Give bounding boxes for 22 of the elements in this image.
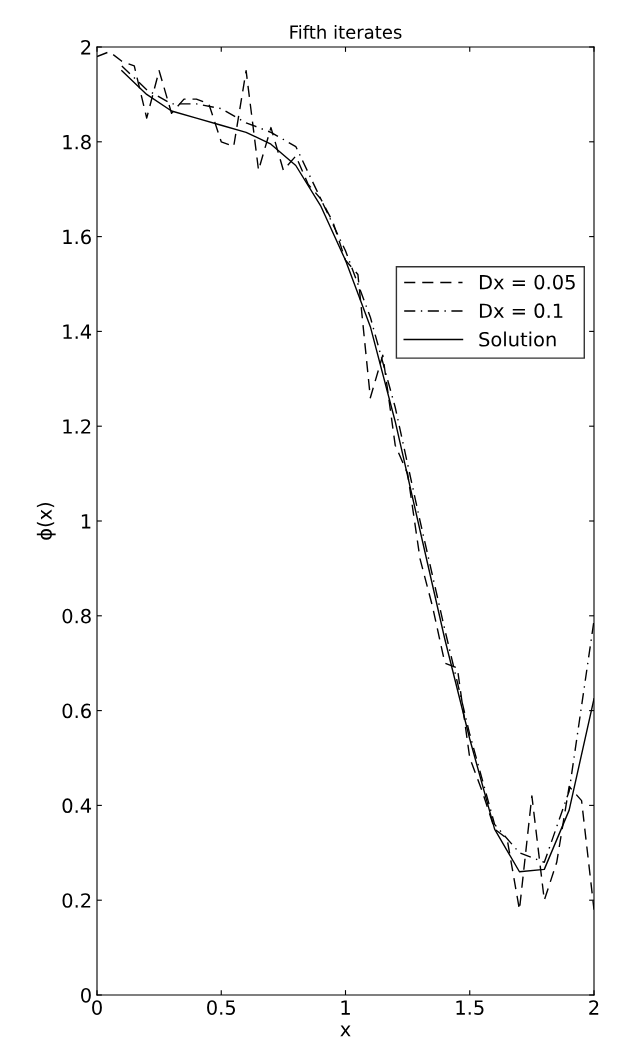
y-tick-label: 0: [81, 987, 91, 1003]
x-tick-label: 1: [341, 1000, 350, 1015]
y-tick-label: 0.6: [62, 703, 91, 719]
y-tick-label: 2: [81, 39, 91, 55]
y-tick-label: 0.2: [62, 893, 91, 908]
legend-label: Solution: [479, 331, 556, 347]
x-tick-label: 2: [589, 1000, 599, 1015]
y-tick-label: 0.8: [62, 608, 91, 624]
x-tick-label: 0: [92, 1000, 102, 1015]
y-tick-label: 1.8: [63, 134, 91, 150]
x-axis-title: x: [340, 1025, 351, 1037]
y-tick-label: 1.4: [63, 324, 92, 339]
x-tick-label: 0.5: [207, 1000, 236, 1015]
y-tick-label: 1: [81, 514, 91, 529]
y-axis-title: ϕ(x): [36, 502, 56, 540]
legend-label: Dx = 0.1: [479, 303, 563, 319]
y-tick-label: 1.2: [63, 419, 91, 434]
y-tick-label: 0.4: [62, 798, 92, 814]
y-tick-label: 1.6: [63, 229, 91, 245]
chart-title: Fifth iterates: [290, 24, 402, 39]
x-tick-label: 1.5: [456, 1000, 484, 1015]
legend-label: Dx = 0.05: [479, 274, 575, 290]
